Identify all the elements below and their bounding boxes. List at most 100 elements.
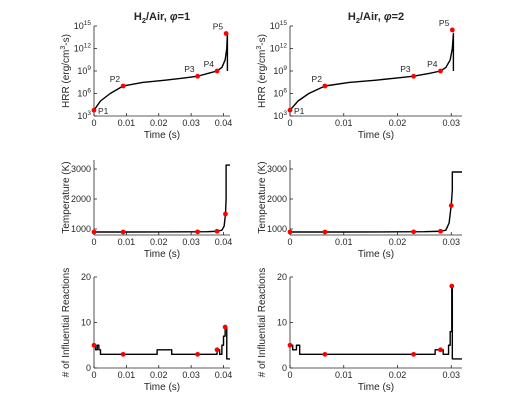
chart-panel-4: 0 0.01 0.02 0.03 1000 2000 3000 Time (s) Tempera… [257,160,462,260]
data-point [438,68,443,74]
data-point [91,229,97,235]
series-line [290,285,462,360]
y-tick-label: 0 [282,363,287,373]
data-point [438,228,443,234]
x-tick-label: 0.04 [215,118,233,128]
y-tick-label: 20 [277,272,287,282]
series-line [290,171,462,233]
x-tick-label: 0 [91,237,96,247]
data-point [222,324,228,330]
data-point [91,107,97,113]
x-tick-label: 0.03 [182,118,200,128]
x-tick-label: 0.03 [182,237,200,247]
y-tick-label: 106 [77,88,91,99]
x-tick-label: 0.02 [150,370,168,380]
y-tick-label: 109 [273,65,287,76]
data-point [223,211,228,217]
x-axis-label: Time (s) [144,382,180,393]
x-tick-label: 0 [91,370,96,380]
y-tick-label: 1015 [270,20,288,31]
chart-title: H2/Air, φ=2 [348,11,404,25]
x-axis-label: Time (s) [144,249,180,260]
chart-panel-6: 0 0.01 0.02 0.03 0 10 20 Time (s) # of Influenti… [257,268,462,393]
data-point [448,203,454,209]
data-point [120,83,126,89]
x-tick-label: 0 [287,370,292,380]
data-point [287,107,293,113]
y-tick-label: 3000 [71,164,91,174]
x-axis-label: Time (s) [358,249,394,260]
y-tick-label: 20 [81,272,91,282]
y-tick-label: 1000 [267,224,287,234]
y-tick-label: 103 [77,110,91,121]
data-point [195,229,201,235]
y-tick-label: 1000 [71,224,91,234]
x-tick-label: 0.01 [118,370,136,380]
data-point [449,27,455,33]
y-axis-label: HRR (erg/cm3-s) [256,34,268,108]
y-tick-label: 3000 [267,164,287,174]
data-point [214,68,220,74]
point-label: P5 [439,18,450,28]
data-point [322,351,328,357]
series-line [94,164,230,233]
x-tick-label: 0.01 [118,118,136,128]
point-label: P4 [204,59,215,69]
y-tick-label: 2000 [71,194,91,204]
x-tick-label: 0.04 [215,237,233,247]
y-tick-label: 1015 [74,20,92,31]
data-point [322,83,328,89]
data-point [223,31,229,36]
point-label: P3 [184,64,195,74]
x-tick-label: 0.04 [215,370,233,380]
x-tick-label: 0.01 [335,237,353,247]
point-label: P1 [98,106,109,116]
x-axis-label: Time (s) [358,382,394,393]
x-tick-label: 0.03 [182,370,200,380]
data-point [287,342,293,348]
point-label: P2 [312,74,323,84]
y-tick-label: 1012 [74,43,92,54]
series-line [289,32,455,111]
y-axis-label: HRR (erg/cm3-s) [60,34,72,108]
series-line [94,326,230,360]
x-tick-label: 0 [287,118,292,128]
data-point [411,229,417,235]
y-tick-label: 1012 [270,43,288,54]
y-axis-label: Temperature (K) [61,161,72,233]
point-label: P3 [400,64,411,74]
y-tick-label: 0 [86,363,91,373]
y-tick-label: 103 [273,110,287,121]
x-tick-label: 0.03 [442,118,460,128]
chart-title: H2/Air, φ=1 [134,11,190,25]
chart-panel-1: 0 0.01 0.02 0.03 0.04 103 106 109 1012 1015 Time (… [60,11,232,141]
x-tick-label: 0.01 [335,370,353,380]
x-tick-label: 0.01 [335,118,353,128]
series-line [93,32,229,111]
x-tick-label: 0.03 [442,237,460,247]
x-tick-label: 0.02 [150,118,168,128]
y-tick-label: 106 [273,88,287,99]
chart-panel-2: 0 0.01 0.02 0.03 103 106 109 1012 1015 Time (s) HR… [256,11,462,141]
point-label: P1 [294,106,305,116]
data-point [195,73,201,79]
data-point [120,351,126,357]
chart-panel-3: 0 0.01 0.02 0.03 0.04 1000 2000 3000 Time (s) Tem… [61,160,232,260]
data-point [438,347,443,353]
data-point [91,342,97,348]
point-label: P5 [213,22,224,32]
data-point [120,229,126,235]
x-tick-label: 0.02 [389,370,407,380]
y-axis-label: Temperature (K) [257,161,268,233]
data-point [287,229,293,235]
point-label: P2 [110,74,121,84]
data-point [411,351,417,357]
y-tick-label: 109 [77,65,91,76]
chart-panel-5: 0 0.01 0.02 0.03 0.04 0 10 20 Time (s) # of Influ… [61,268,232,393]
y-axis-label: # of Influential Reactions [257,268,268,378]
x-tick-label: 0.03 [442,370,460,380]
x-axis-label: Time (s) [358,130,394,141]
y-axis-label: # of Influential Reactions [61,268,72,378]
data-point [411,73,417,79]
